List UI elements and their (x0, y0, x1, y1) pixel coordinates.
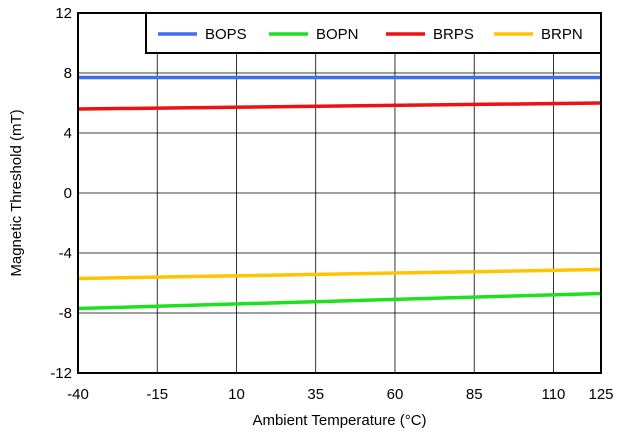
y-tick-label: -4 (59, 245, 72, 262)
series-lines (77, 75, 602, 311)
x-tick-label: -40 (67, 386, 89, 403)
y-tick-labels: -12 -8 -4 0 4 8 12 (50, 5, 72, 382)
legend-label: BRPN (541, 26, 583, 43)
x-tick-label: 125 (588, 386, 613, 403)
x-tick-label: 85 (466, 386, 483, 403)
x-tick-label: 35 (307, 386, 324, 403)
y-tick-label: -8 (59, 305, 72, 322)
series-line-bopn (77, 291, 602, 311)
x-tick-label: -15 (146, 386, 168, 403)
legend-label: BRPS (433, 26, 474, 43)
legend-label: BOPS (205, 26, 247, 43)
legend-label: BOPN (316, 26, 359, 43)
x-axis-title: Ambient Temperature (°C) (252, 412, 426, 429)
x-tick-label: 110 (541, 386, 565, 403)
y-axis-title: Magnetic Threshold (mT) (8, 109, 25, 276)
legend: BOPS BOPN BRPS BRPN (145, 12, 602, 54)
x-tick-labels: -40 -15 10 35 60 85 110 125 (67, 386, 613, 403)
grid (77, 12, 602, 374)
y-tick-label: 8 (64, 65, 72, 82)
y-tick-label: 12 (55, 5, 72, 22)
y-tick-label: 4 (64, 125, 72, 142)
y-tick-label: 0 (64, 185, 72, 202)
x-tick-label: 60 (387, 386, 404, 403)
series-line-brps (77, 101, 602, 111)
x-tick-label: 10 (228, 386, 245, 403)
y-tick-label: -12 (50, 365, 72, 382)
series-line-brpn (77, 267, 602, 281)
